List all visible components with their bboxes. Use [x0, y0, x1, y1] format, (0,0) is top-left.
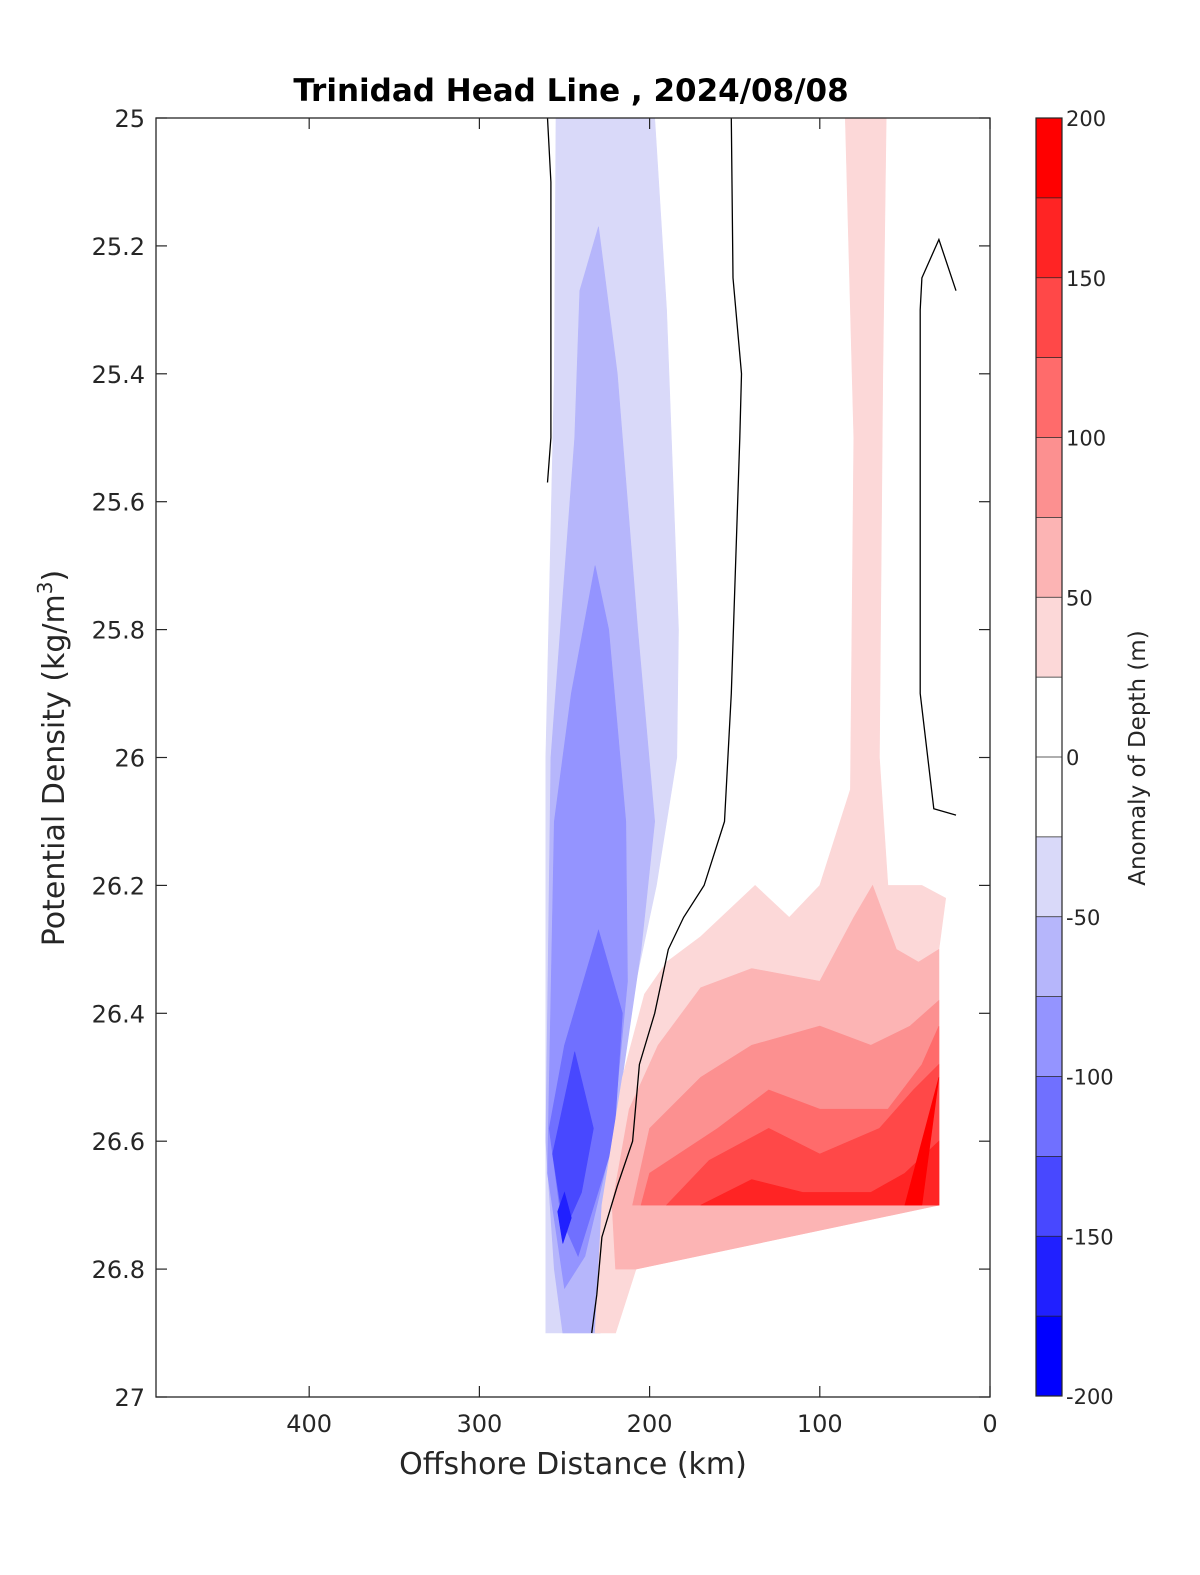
colorbar-band — [1036, 677, 1062, 757]
colorbar-tick-label: 50 — [1066, 586, 1093, 610]
colorbar-tick-label: -50 — [1066, 906, 1100, 930]
y-tick-label: 25.8 — [92, 617, 145, 645]
x-axis: 400 300 200 100 0 — [286, 118, 998, 1438]
colorbar-band — [1036, 1076, 1062, 1157]
contour-band-neg150 — [552, 1051, 594, 1232]
colorbar-band — [1036, 836, 1062, 917]
x-tick-label: 400 — [286, 1410, 332, 1438]
y-tick-label: 25 — [114, 105, 145, 133]
chart-title: Trinidad Head Line , 2024/08/08 — [293, 73, 848, 109]
y-tick-label: 25.2 — [92, 233, 145, 261]
colorbar-band — [1036, 197, 1062, 278]
y-tick-label: 26.4 — [92, 1000, 145, 1028]
y-axis: 25 25.2 25.4 25.6 25.8 26 26.2 26.4 26.6 26.8 27 — [92, 105, 990, 1412]
zero-contour-line-3 — [919, 237, 957, 816]
y-tick-label: 27 — [114, 1384, 145, 1412]
contour-band-pos150 — [700, 1140, 940, 1206]
colorbar-bands — [1036, 118, 1062, 1396]
colorbar-label: Anomaly of Depth (m) — [1125, 630, 1151, 885]
colorbar-band — [1036, 1236, 1062, 1317]
y-axis-label-close: ) — [37, 570, 72, 582]
colorbar-band — [1036, 118, 1062, 198]
colorbar-band — [1036, 517, 1062, 598]
plot-area: 400 300 200 100 0 25 25.2 25.4 25.6 25.8 26 26.2 26… — [92, 105, 998, 1438]
colorbar-band — [1036, 1156, 1062, 1237]
colorbar-tick-label: 200 — [1066, 107, 1106, 131]
y-tick-label: 25.6 — [92, 489, 145, 517]
y-axis-label-superscript: 3 — [33, 581, 57, 594]
colorbar-band — [1036, 916, 1062, 997]
y-tick-label: 26.6 — [92, 1128, 145, 1156]
y-tick-label: 26 — [114, 745, 145, 773]
x-axis-label: Offshore Distance (km) — [399, 1447, 747, 1482]
zero-contour-line-1 — [546, 117, 552, 483]
x-tick-label: 200 — [627, 1410, 673, 1438]
y-tick-label: 26.8 — [92, 1256, 145, 1284]
y-axis-label: Potential Density (kg/m3) — [33, 570, 72, 946]
colorbar-tick-label: 100 — [1066, 427, 1106, 451]
colorbar-frame — [1035, 117, 1063, 1397]
x-tick-label: 100 — [797, 1410, 843, 1438]
colorbar-band — [1036, 1316, 1062, 1396]
y-axis-label-main: Potential Density (kg/m — [37, 594, 72, 946]
colorbar-band — [1036, 757, 1062, 837]
colorbar-tick-label: 150 — [1066, 267, 1106, 291]
x-tick-label: 0 — [982, 1410, 997, 1438]
contour-fills — [545, 117, 947, 1334]
colorbar-tick-label: -200 — [1066, 1385, 1114, 1409]
y-tick-label: 26.2 — [92, 872, 145, 900]
colorbar-tick-label: -150 — [1066, 1225, 1114, 1249]
y-tick-label: 25.4 — [92, 361, 145, 389]
colorbar-band — [1036, 357, 1062, 438]
zero-contour-lines — [546, 117, 957, 1334]
colorbar-tick-label: 0 — [1066, 746, 1079, 770]
zero-contour-line-2 — [591, 117, 743, 1334]
colorbar-band — [1036, 437, 1062, 518]
colorbar-band — [1036, 597, 1062, 678]
colorbar-tick-label: -100 — [1066, 1066, 1114, 1090]
x-tick-label: 300 — [456, 1410, 502, 1438]
colorbar-band — [1036, 277, 1062, 358]
colorbar-band — [1036, 996, 1062, 1077]
contour-band-neg175 — [557, 1191, 572, 1244]
contour-band-pos175 — [904, 1077, 940, 1206]
colorbar: 200 150 100 50 0 -50 -100 -150 -200 — [1035, 107, 1114, 1409]
colorbar-ticks: 200 150 100 50 0 -50 -100 -150 -200 — [1066, 107, 1114, 1409]
